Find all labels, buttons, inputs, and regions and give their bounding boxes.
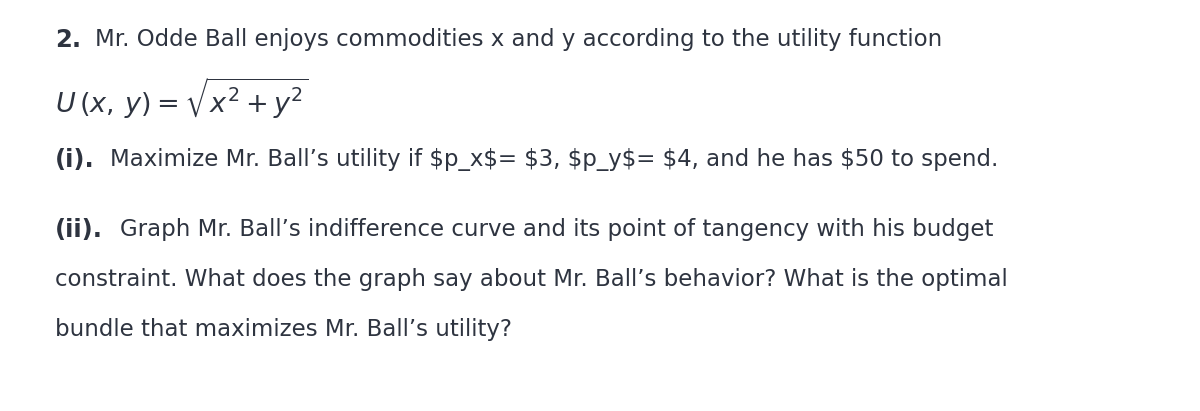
Text: constraint. What does the graph say about Mr. Ball’s behavior? What is the optim: constraint. What does the graph say abou… <box>55 268 1008 291</box>
Text: (i).: (i). <box>55 148 95 172</box>
Text: 2.: 2. <box>55 28 82 52</box>
Text: $U\,(x,\,y) = \sqrt{x^2 + y^2}$: $U\,(x,\,y) = \sqrt{x^2 + y^2}$ <box>55 75 308 120</box>
Text: Maximize Mr. Ball’s utility if $p_x$= $3, $p_y$= $4, and he has $50 to spend.: Maximize Mr. Ball’s utility if $p_x$= $3… <box>110 148 998 171</box>
Text: (ii).: (ii). <box>55 218 103 242</box>
Text: Mr. Odde Ball enjoys commodities x and y according to the utility function: Mr. Odde Ball enjoys commodities x and y… <box>95 28 942 51</box>
Text: bundle that maximizes Mr. Ball’s utility?: bundle that maximizes Mr. Ball’s utility… <box>55 318 512 341</box>
Text: Graph Mr. Ball’s indifference curve and its point of tangency with his budget: Graph Mr. Ball’s indifference curve and … <box>120 218 994 241</box>
